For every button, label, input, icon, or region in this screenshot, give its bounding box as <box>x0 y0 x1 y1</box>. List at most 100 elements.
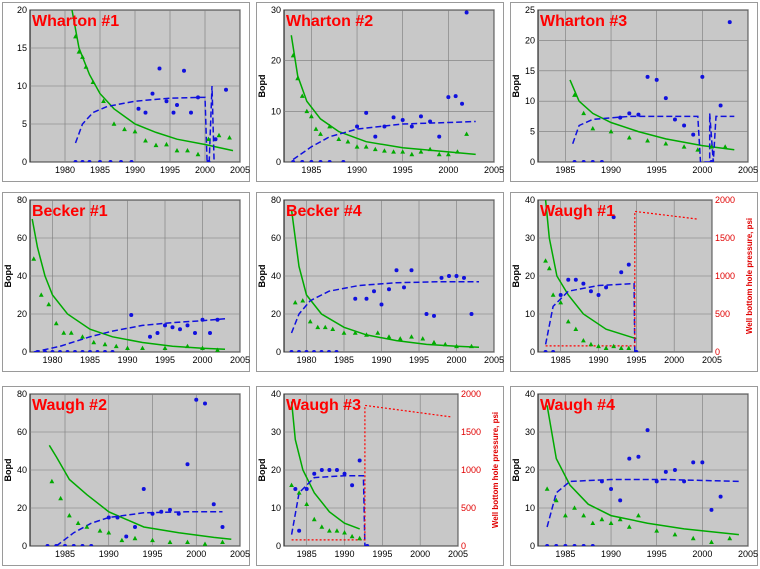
data-point-triangle <box>102 341 108 347</box>
data-point-triangle <box>397 336 403 341</box>
x-tick-label: 1985 <box>301 165 321 175</box>
x-tick-label: 1990 <box>125 165 145 175</box>
x-tick-label: 2005 <box>484 355 504 365</box>
data-point-dot <box>304 487 309 491</box>
data-point-dot <box>110 350 115 352</box>
data-point-triangle <box>445 151 451 157</box>
data-point-triangle <box>427 146 433 152</box>
x-tick-label: 1990 <box>335 549 355 559</box>
y-tick-label: 25 <box>525 5 535 15</box>
data-point-triangle <box>409 334 414 339</box>
data-point-dot <box>312 350 316 352</box>
data-point-triangle <box>318 131 323 136</box>
data-point-dot <box>45 544 50 546</box>
x-tick-label: 1990 <box>601 549 621 559</box>
data-point-triangle <box>363 144 369 149</box>
data-point-triangle <box>386 334 392 339</box>
data-point-dot <box>206 160 211 162</box>
x-tick-label: 1990 <box>589 355 609 365</box>
data-point-dot <box>327 468 332 472</box>
y-tick-label: 40 <box>271 389 281 399</box>
y-tick-label: 30 <box>525 233 535 243</box>
data-point-triangle <box>336 136 342 141</box>
data-point-dot <box>364 296 369 301</box>
data-point-triangle <box>330 326 336 331</box>
y2-tick-label: 2000 <box>461 389 481 399</box>
data-point-dot <box>709 160 714 162</box>
data-point-triangle <box>342 530 347 535</box>
data-point-dot <box>604 285 609 290</box>
plot-layer <box>45 397 232 546</box>
data-point-triangle <box>590 520 596 525</box>
y-tick-label: 0 <box>530 541 535 551</box>
data-point-dot <box>350 483 355 488</box>
x-tick-label: 2000 <box>410 549 430 559</box>
chart-title: Becker #1 <box>32 203 108 220</box>
data-point-triangle <box>654 528 660 533</box>
data-point-dot <box>462 275 466 280</box>
data-point-dot <box>387 287 391 292</box>
y2-tick-label: 0 <box>461 541 466 551</box>
data-point-triangle <box>558 300 564 305</box>
data-point-dot <box>382 124 387 129</box>
y2-tick-label: 1500 <box>715 233 735 243</box>
data-point-triangle <box>91 339 97 345</box>
y-tick-label: 80 <box>17 195 27 205</box>
x-tick-label: 1980 <box>55 165 75 175</box>
data-point-triangle <box>663 141 669 146</box>
panel-wharton-2: 1985 1990 1995 2000 2005 0 10 20 30 Bopd Wharton #… <box>256 2 504 182</box>
data-point-triangle <box>572 92 577 97</box>
x-tick-label: 1990 <box>371 355 391 365</box>
data-point-triangle <box>202 541 208 546</box>
data-point-dot <box>148 334 152 339</box>
data-point-dot <box>599 160 604 162</box>
data-point-dot <box>73 350 77 352</box>
plot-layer <box>71 10 234 162</box>
data-point-dot <box>626 262 631 267</box>
data-point-dot <box>171 110 176 115</box>
y-tick-label: 10 <box>525 309 535 319</box>
chart-svg: 1985 1990 1995 2000 2005 0 10 20 30 40 Bopd Waugh #… <box>510 386 758 566</box>
data-point-dot <box>318 160 323 162</box>
data-point-dot <box>175 103 179 107</box>
data-point-dot <box>718 103 723 108</box>
data-point-triangle <box>200 345 205 350</box>
decline-curve <box>544 200 637 340</box>
data-point-dot <box>291 160 296 162</box>
data-point-dot <box>627 111 632 116</box>
data-point-dot <box>391 115 396 120</box>
x-tick-label: 1985 <box>90 165 110 175</box>
y-axis-label: Bopd <box>257 459 267 482</box>
data-point-dot <box>581 281 586 286</box>
data-point-dot <box>636 454 641 459</box>
data-point-dot <box>727 20 732 25</box>
y2-axis-label: Well bottom hole pressure, psi <box>491 412 500 528</box>
data-point-triangle <box>53 320 59 326</box>
x-tick-label: 1995 <box>626 355 646 365</box>
chart-title: Waugh #1 <box>540 203 615 220</box>
data-point-dot <box>327 160 332 162</box>
data-point-triangle <box>119 537 125 543</box>
data-point-dot <box>672 468 677 472</box>
data-point-triangle <box>83 64 89 69</box>
y-tick-label: 40 <box>525 195 535 205</box>
data-point-dot <box>645 74 650 79</box>
y-tick-label: 15 <box>17 43 27 53</box>
data-point-dot <box>365 544 370 546</box>
plot-layer <box>569 20 735 162</box>
data-point-dot <box>319 468 324 472</box>
data-point-triangle <box>357 535 363 541</box>
data-point-dot <box>213 137 218 142</box>
data-point-triangle <box>122 126 127 132</box>
x-tick-label: 2005 <box>448 549 468 559</box>
data-point-dot <box>200 317 205 322</box>
y-tick-label: 20 <box>525 35 535 45</box>
data-point-dot <box>581 160 586 162</box>
data-point-triangle <box>345 139 351 144</box>
x-tick-label: 2000 <box>438 165 458 175</box>
x-tick-label: 2005 <box>484 165 504 175</box>
data-point-dot <box>590 544 595 546</box>
data-point-triangle <box>617 516 623 522</box>
y2-axis-label: Well bottom hole pressure, psi <box>745 218 754 334</box>
data-point-triangle <box>61 330 67 335</box>
